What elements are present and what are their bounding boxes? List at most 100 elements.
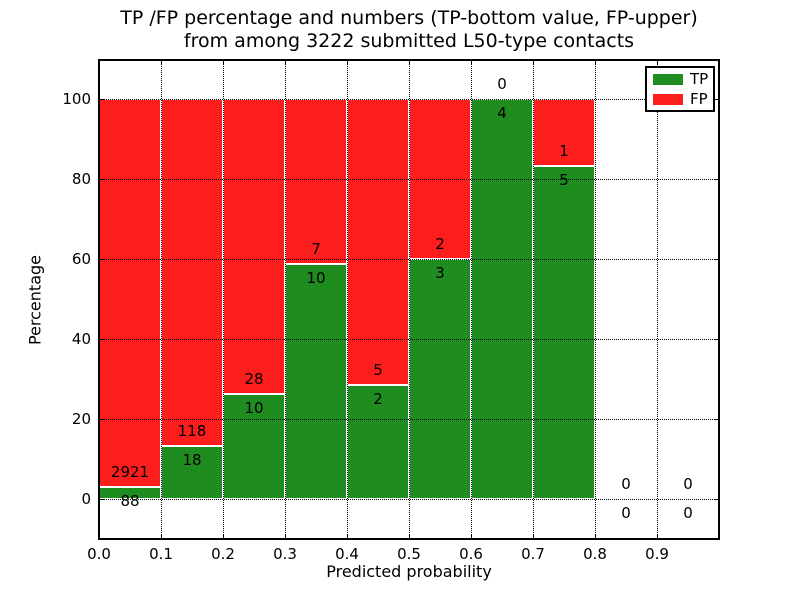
tp-count-label: 88 — [120, 492, 140, 511]
fp-count-label: 0 — [621, 475, 631, 493]
x-tick-top — [657, 60, 658, 65]
y-tick-left — [99, 499, 104, 500]
fp-count-label: 1 — [559, 141, 569, 160]
x-tick-top — [285, 60, 286, 65]
x-tick-bottom — [223, 534, 224, 539]
x-gridline — [161, 60, 162, 539]
x-gridline — [223, 60, 224, 539]
x-tick-label: 0.2 — [211, 545, 235, 563]
x-tick-top — [161, 60, 162, 65]
tp-count-label: 10 — [244, 398, 264, 417]
fp-count-label: 2 — [435, 235, 445, 253]
y-tick-label: 0 — [81, 490, 91, 508]
fp-count-label: 7 — [311, 239, 321, 258]
x-tick-bottom — [471, 534, 472, 539]
x-tick-label: 0.4 — [335, 545, 359, 563]
y-tick-right — [714, 339, 719, 340]
x-tick-bottom — [533, 534, 534, 539]
bar-tp-segment — [347, 384, 409, 499]
tp-count-label: 18 — [182, 451, 202, 470]
y-tick-left — [99, 259, 104, 260]
chart-title-line1: TP /FP percentage and numbers (TP-bottom… — [120, 7, 698, 29]
tp-count-label: 3 — [435, 264, 445, 282]
x-tick-bottom — [347, 534, 348, 539]
bar-fp-segment — [533, 99, 595, 166]
x-gridline — [595, 60, 596, 539]
y-tick-label: 20 — [71, 410, 91, 428]
y-tick-left — [99, 419, 104, 420]
tp-count-label: 2 — [373, 389, 383, 408]
x-tick-bottom — [595, 534, 596, 539]
tp-count-label: 0 — [683, 504, 693, 522]
x-tick-label: 0.5 — [397, 545, 421, 563]
plot-area: 0 20 40 60 80 100 0.0 0.1 0.2 0.3 0.4 0.5 0.6 0.7 0.8 0… — [62, 60, 719, 563]
tp-count-label: 10 — [306, 268, 326, 287]
x-tick-bottom — [409, 534, 410, 539]
legend: TP FP — [645, 66, 715, 112]
x-tick-top — [347, 60, 348, 65]
x-gridline — [533, 60, 534, 539]
fp-color-swatch — [653, 93, 683, 105]
x-tick-top — [471, 60, 472, 65]
y-tick-label: 100 — [62, 90, 91, 108]
legend-item-tp: TP — [647, 70, 713, 88]
fp-count-label: 0 — [683, 475, 693, 493]
x-gridline — [285, 60, 286, 539]
chart-title: TP /FP percentage and numbers (TP-bottom… — [99, 7, 719, 53]
x-tick-bottom — [285, 534, 286, 539]
x-tick-bottom — [718, 534, 719, 539]
x-tick-top — [223, 60, 224, 65]
y-tick-left — [99, 99, 104, 100]
tp-count-label: 0 — [621, 504, 631, 522]
bar-fp-segment — [223, 99, 285, 394]
x-tick-top — [718, 60, 719, 65]
legend-label-tp: TP — [690, 69, 709, 88]
bar-fp-segment — [347, 99, 409, 385]
x-gridline — [347, 60, 348, 539]
legend-label-fp: FP — [690, 89, 708, 108]
x-tick-bottom — [161, 534, 162, 539]
chart-title-line2: from among 3222 submitted L50-type conta… — [183, 30, 635, 52]
bar-fp-segment — [99, 99, 161, 488]
tp-color-swatch — [653, 73, 683, 85]
y-tick-right — [714, 259, 719, 260]
y-tick-label: 60 — [71, 250, 91, 268]
fp-count-label: 0 — [497, 75, 507, 93]
y-tick-label: 80 — [71, 170, 91, 188]
x-tick-top — [533, 60, 534, 65]
x-axis-label: Predicted probability — [326, 562, 492, 581]
x-tick-label: 0.6 — [459, 545, 483, 563]
bar-tp-segment — [285, 263, 347, 499]
y-tick-label: 40 — [71, 330, 91, 348]
x-tick-label: 0.3 — [273, 545, 297, 563]
x-tick-bottom — [99, 534, 100, 539]
x-tick-top — [409, 60, 410, 65]
x-tick-label: 0.0 — [87, 545, 111, 563]
y-tick-right — [714, 499, 719, 500]
x-tick-label: 0.8 — [583, 545, 607, 563]
tp-count-label: 5 — [559, 170, 569, 189]
x-gridline — [409, 60, 410, 539]
y-tick-right — [714, 179, 719, 180]
legend-item-fp: FP — [647, 90, 713, 108]
y-tick-left — [99, 339, 104, 340]
bar-tp-segment — [471, 99, 533, 499]
x-tick-label: 0.1 — [149, 545, 173, 563]
x-tick-top — [595, 60, 596, 65]
fp-count-label: 5 — [373, 360, 383, 379]
bar-tp-segment — [533, 165, 595, 499]
x-gridline — [471, 60, 472, 539]
tp-count-label: 4 — [497, 104, 507, 122]
x-tick-label: 0.7 — [521, 545, 545, 563]
bar-fp-segment — [161, 99, 223, 447]
y-axis-label: Percentage — [25, 254, 45, 346]
bar-tp-segment — [161, 446, 223, 499]
fp-count-label: 118 — [177, 422, 207, 441]
x-gridline — [657, 60, 658, 539]
fp-count-label: 28 — [244, 369, 264, 388]
y-tick-left — [99, 179, 104, 180]
y-tick-right — [714, 419, 719, 420]
bar-tp-segment — [409, 259, 471, 499]
x-tick-top — [99, 60, 100, 65]
